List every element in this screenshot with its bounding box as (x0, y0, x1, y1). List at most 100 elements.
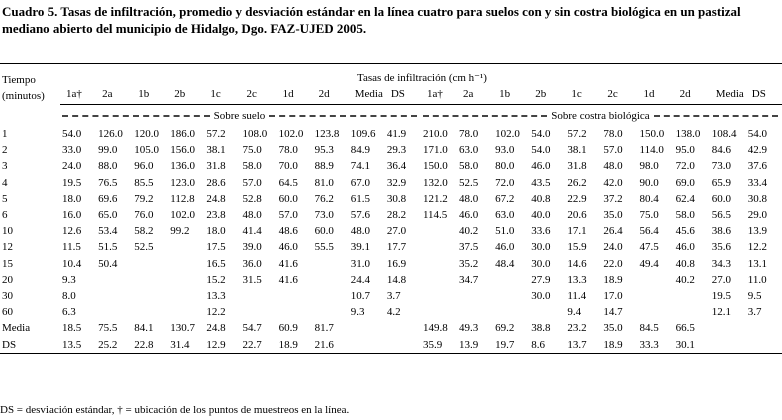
cell: 13.7 (565, 336, 602, 354)
cell: 57.2 (567, 128, 587, 141)
cell: 13.9 (747, 225, 768, 238)
cell: 22.9 (567, 192, 587, 205)
cell: 54.7 (242, 322, 262, 335)
cell: 130.7 (170, 322, 196, 335)
cell (168, 272, 204, 288)
cell (493, 272, 529, 288)
table-row: 15 10.4 50.4 16.5 36.0 41.6 31.0 16.9 35.2 48.4 30… (0, 256, 782, 272)
cell (168, 239, 204, 255)
cell: 88.0 (98, 160, 118, 173)
cell: 13.1 (747, 257, 768, 270)
cell (421, 256, 457, 272)
cell: 46.0 (459, 209, 479, 222)
cell: 54.0 (531, 144, 551, 157)
cell: 38.1 (206, 144, 226, 157)
cell: 52.5 (459, 176, 479, 189)
dash-line (269, 114, 417, 117)
cell: 9.5 (747, 289, 762, 302)
cell: 76.0 (134, 209, 154, 222)
cell (709, 336, 746, 354)
cell: 10.4 (62, 257, 82, 270)
cell: 43.5 (531, 176, 551, 189)
cell: 76.2 (314, 192, 334, 205)
cell: 39.1 (350, 241, 370, 254)
cell: 136.0 (170, 160, 196, 173)
cell: 62.4 (675, 192, 695, 205)
table-row: 3 24.0 88.0 96.0 136.0 31.8 58.0 70.0 88.9 74.1 36… (0, 158, 782, 174)
cell: 78.0 (278, 144, 298, 157)
row-label: 15 (2, 257, 13, 270)
cell (746, 320, 782, 336)
row-label: Media (2, 322, 31, 335)
cell: 9.3 (62, 273, 76, 286)
cell: 41.9 (386, 128, 407, 141)
cell: 46.0 (278, 241, 298, 254)
cell: 40.2 (459, 225, 479, 238)
cell: 19.7 (493, 336, 530, 354)
cell: 88.9 (314, 160, 334, 173)
cell (240, 304, 276, 320)
cell: 84.1 (134, 322, 154, 335)
cell: 54.0 (531, 128, 551, 141)
cell: 25.2 (96, 336, 133, 354)
cell: 17.1 (567, 225, 587, 238)
cell: 33.6 (531, 225, 551, 238)
cell: 12.2 (747, 241, 768, 254)
cell: 67.2 (495, 192, 515, 205)
cell: 24.0 (62, 160, 82, 173)
cell: 30.1 (673, 336, 710, 354)
cell: 12.9 (204, 336, 241, 354)
column-header: 1d (276, 84, 313, 105)
cell: 37.5 (459, 241, 479, 254)
cell: 102.0 (278, 128, 304, 141)
cell (421, 223, 457, 239)
cell: 123.0 (170, 176, 196, 189)
cell: 102.0 (495, 128, 520, 141)
table-row: 5 18.0 69.6 79.2 112.8 24.8 52.8 60.0 76.2 61.5 30… (0, 191, 782, 207)
cell: 52.8 (242, 192, 262, 205)
cell: 99.0 (98, 144, 118, 157)
cell: 20.6 (567, 209, 587, 222)
cell: 17.0 (603, 289, 623, 302)
rates-header: Tasas de infiltración (cm h⁻¹) (60, 63, 782, 84)
cell (529, 304, 565, 320)
cell (493, 288, 529, 304)
cell (421, 272, 457, 288)
cell: 33.3 (637, 336, 674, 354)
cell: 102.0 (170, 209, 196, 222)
cell: 31.8 (567, 160, 587, 173)
cell (132, 288, 168, 304)
cell: 40.8 (675, 257, 695, 270)
cell: 48.4 (495, 257, 515, 270)
row-label: 6 (2, 209, 8, 222)
cell: 53.4 (98, 225, 118, 238)
row-label: DS (0, 336, 60, 354)
cell (638, 288, 674, 304)
cell: 26.4 (603, 225, 623, 238)
cell: 14.6 (567, 257, 587, 270)
cell: 156.0 (170, 144, 196, 157)
table-row: 1 54.0 126.0 120.0 186.0 57.2 108.0 102.0 123.8 1… (0, 126, 782, 142)
cell: 60.0 (278, 192, 298, 205)
cell: 17.5 (206, 241, 226, 254)
cell (384, 336, 421, 354)
cell: 66.5 (675, 322, 695, 335)
cell: 80.0 (495, 160, 515, 173)
cell (745, 336, 782, 354)
cell: 47.5 (639, 241, 659, 254)
cell (313, 256, 349, 272)
cell: 40.8 (531, 192, 551, 205)
row-label: 3 (2, 160, 8, 173)
cell (421, 304, 457, 320)
cell: 28.2 (386, 209, 407, 222)
cell: 30.0 (531, 289, 551, 302)
cell (349, 320, 385, 336)
row-label: 5 (2, 192, 8, 205)
cell: 48.0 (242, 209, 262, 222)
column-header: Media (709, 84, 746, 105)
column-header: 2b (529, 84, 566, 105)
cell (132, 304, 168, 320)
cell: 30.0 (531, 241, 551, 254)
column-header: 1a† (420, 84, 458, 105)
dash-line (653, 114, 778, 117)
